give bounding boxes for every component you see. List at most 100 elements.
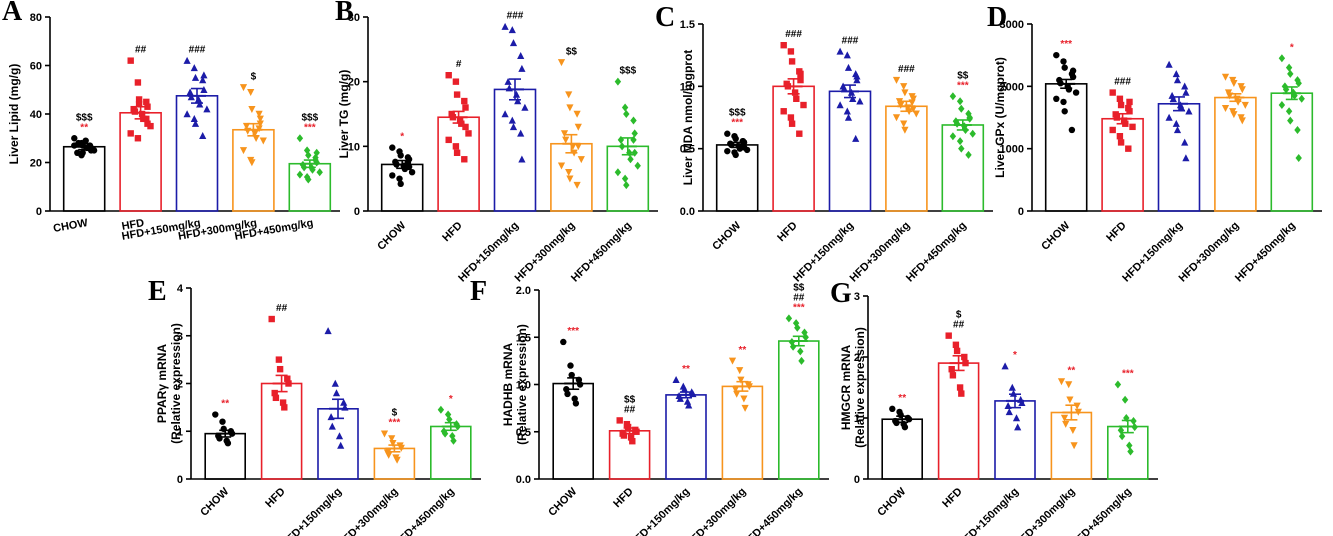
data-point	[331, 379, 339, 387]
significance-label: ###	[507, 11, 524, 22]
data-point	[397, 152, 404, 159]
data-point	[465, 130, 472, 137]
x-tick-label: HFD	[611, 486, 636, 511]
x-tick-label: HFD+150mg/kg	[956, 486, 1021, 536]
data-point	[780, 41, 787, 49]
x-tick-label: HFD+150mg/kg	[456, 220, 521, 285]
data-point	[1181, 138, 1189, 146]
x-tick-label: HFD+150mg/kg	[627, 486, 692, 536]
significance-label: ***	[957, 80, 969, 91]
data-point	[1238, 117, 1246, 125]
data-point	[518, 155, 526, 163]
data-point	[680, 385, 689, 393]
panel-f: F 0.0 0.5 1.0 1.5 2.0 HADHB mRNA (Relative expr…	[470, 276, 829, 536]
data-point	[853, 76, 861, 84]
data-point	[504, 77, 512, 85]
y-axis-label: HADHB mRNA	[501, 343, 515, 427]
data-point	[1062, 420, 1070, 428]
data-point	[557, 59, 566, 67]
data-point	[780, 108, 787, 115]
significance-label: $$$	[301, 112, 318, 123]
data-point	[268, 315, 275, 323]
bar	[937, 362, 980, 480]
bar	[373, 447, 416, 480]
panel-letter: F	[470, 276, 487, 307]
bar	[994, 400, 1036, 480]
x-tick-label: HFD	[940, 486, 965, 511]
significance-label: **	[221, 399, 229, 410]
data-point	[965, 150, 972, 159]
panel-e: E 0 1 2 3 4 PPARγ mRNA (Relative expression) ** C…	[148, 276, 481, 536]
data-point	[573, 110, 581, 118]
data-point	[1287, 116, 1294, 125]
y-tick-label: 0.0	[680, 206, 695, 218]
data-point	[284, 375, 291, 382]
data-point	[969, 129, 976, 138]
data-point	[281, 404, 288, 411]
data-point	[305, 175, 312, 184]
data-point	[564, 390, 571, 398]
data-point	[948, 366, 955, 373]
data-point	[462, 104, 469, 111]
data-point	[501, 110, 509, 118]
data-point	[574, 123, 582, 131]
bar	[437, 116, 480, 212]
significance-label: *	[400, 132, 404, 143]
data-point	[791, 89, 799, 96]
data-point	[135, 96, 143, 103]
data-point	[248, 159, 256, 167]
data-point	[199, 132, 207, 140]
data-point	[565, 91, 573, 99]
y-tick-label: 0	[1018, 206, 1024, 218]
data-point	[1182, 88, 1190, 96]
data-point	[71, 142, 78, 149]
y-tick-label: 1.0	[516, 380, 531, 392]
bar	[380, 163, 424, 212]
data-point	[892, 76, 901, 84]
data-point	[961, 122, 968, 131]
data-point	[385, 451, 393, 459]
bar	[232, 128, 275, 212]
panel-g: G 0 1 2 3 HMGCR mRNA (Relative expression) ** CH…	[830, 278, 1158, 536]
x-tick-label: HFD+450mg/kg	[569, 220, 634, 285]
panel-letter: C	[655, 2, 675, 33]
significance-label: ###	[1114, 77, 1131, 88]
data-point	[1070, 442, 1078, 450]
x-tick-label: HFD	[440, 220, 465, 245]
y-tick-label: 20	[348, 77, 360, 89]
data-point	[1238, 86, 1246, 94]
x-tick-label: HFD+150mg/kg	[279, 486, 344, 536]
bar	[317, 408, 359, 480]
data-point	[1126, 98, 1133, 106]
data-point	[573, 181, 581, 189]
data-point	[1005, 408, 1013, 416]
data-point	[574, 143, 582, 151]
y-tick-label: 1	[854, 413, 860, 425]
significance-label: $$	[957, 70, 969, 81]
data-point	[794, 323, 801, 332]
data-point	[131, 108, 139, 115]
data-point	[1169, 95, 1177, 102]
data-point	[1066, 396, 1074, 404]
data-point	[785, 314, 793, 323]
data-point	[71, 135, 78, 142]
data-point	[296, 170, 304, 179]
data-point	[616, 417, 623, 424]
x-tick-label: CHOW	[198, 485, 232, 519]
data-point	[512, 90, 521, 98]
significance-label: ##	[953, 320, 965, 331]
data-point	[453, 149, 461, 156]
data-point	[1068, 126, 1076, 134]
data-point	[901, 89, 909, 97]
y-tick-label: 1.0	[680, 81, 695, 93]
data-point	[200, 71, 208, 79]
data-point	[634, 161, 641, 170]
data-point	[631, 129, 638, 138]
data-point	[945, 332, 952, 339]
data-point	[1234, 98, 1242, 106]
data-point	[843, 51, 851, 59]
data-point	[1230, 111, 1238, 119]
bar	[1050, 411, 1093, 480]
